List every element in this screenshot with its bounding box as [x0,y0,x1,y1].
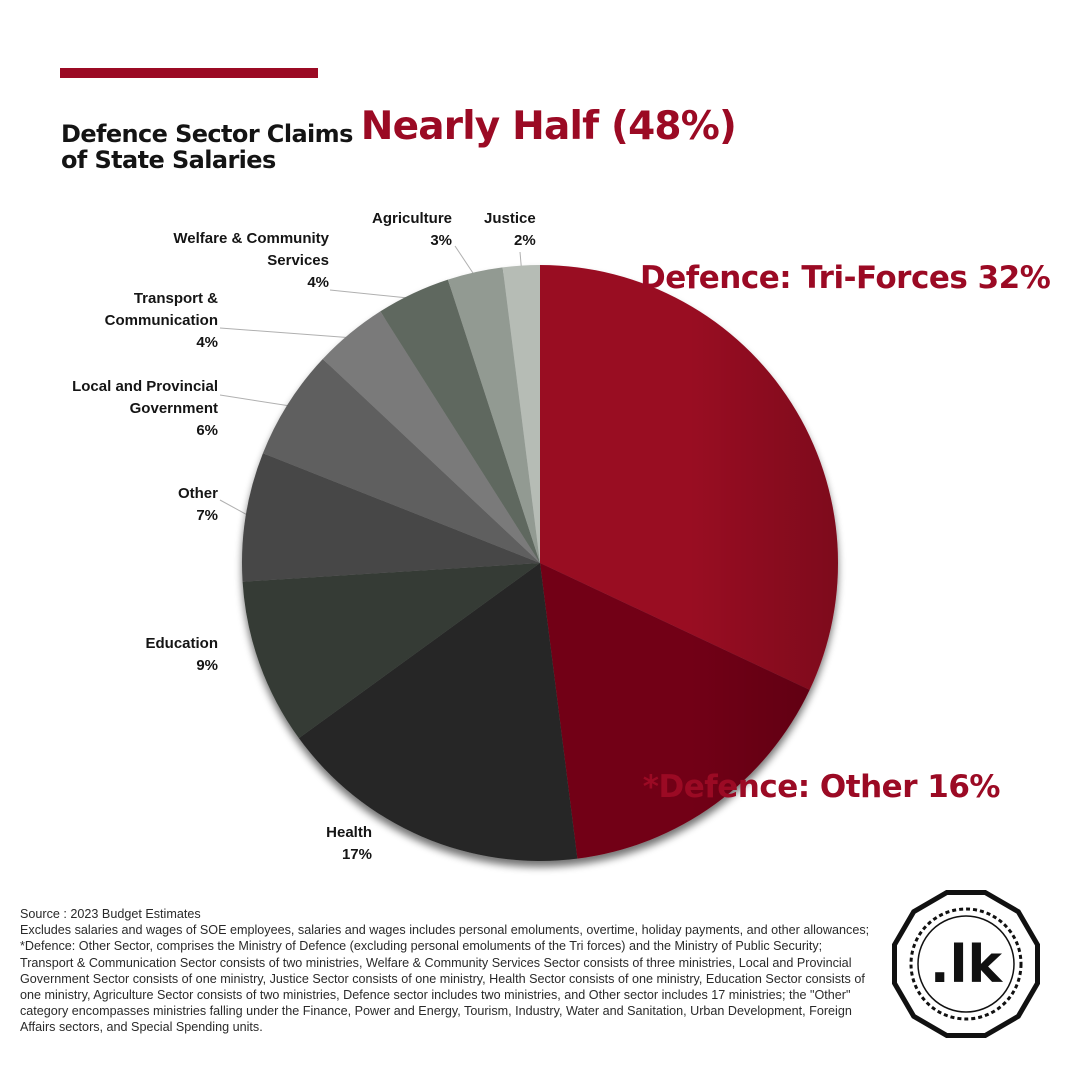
label-local-name-1: Local and Provincial [72,378,218,395]
page-title: Defence Sector Claims Nearly Half (48%) … [61,104,961,174]
lk-badge-icon: .lk [892,890,1040,1038]
logo-inner-ring [917,915,1015,1013]
logo-text: .lk [930,935,1004,995]
label-other-value: 7% [196,507,218,524]
label-local-name-2: Government [129,400,218,417]
label-local-government: Local and Provincial Government 6% [30,376,218,442]
label-transport-name-2: Communication [104,312,218,329]
leader-line-6 [219,327,354,339]
title-highlight: Nearly Half (48%) [360,104,737,149]
label-welfare-value: 4% [307,274,329,291]
label-education-name: Education [145,635,218,652]
label-other-name: Other [177,485,218,502]
label-agriculture-value: 3% [430,232,452,249]
label-education: Education 9% [100,633,218,677]
label-other: Other 7% [120,483,218,527]
label-triforces-value: 32% [977,260,1051,296]
title-line2: of State Salaries [61,146,276,174]
label-local-value: 6% [196,422,218,439]
label-health-name: Health [326,824,372,841]
label-welfare-name-1: Welfare & Community [173,230,329,247]
label-justice-name: Justice [484,210,536,227]
label-transport-name-1: Transport & [133,290,218,307]
label-transport: Transport & Communication 4% [60,288,218,354]
logo-decorative-ring [909,907,1023,1021]
label-justice: Justice 2% [484,208,536,252]
accent-bar [60,68,318,78]
label-agriculture-name: Agriculture [371,210,452,227]
label-health-value: 17% [341,846,372,863]
leader-line-7 [329,289,416,300]
label-welfare-name-2: Services [267,252,329,269]
source-note: Source : 2023 Budget Estimates [20,907,201,921]
label-defence-other-value: 16% [927,769,1000,805]
label-health: Health 17% [280,822,372,866]
label-agriculture: Agriculture 3% [367,208,452,252]
leader-line-5 [219,394,294,407]
title-part1: Defence Sector Claims [61,120,353,148]
label-defence-other-name: *Defence: Other [642,769,918,805]
label-education-value: 9% [196,657,218,674]
label-justice-value: 2% [514,232,536,249]
label-defence-other: *Defence: Other 16% [640,765,1001,810]
logo-badge-outline [892,890,1040,1038]
label-transport-value: 4% [196,334,218,351]
footer-notes: Source : 2023 Budget Estimates Excludes … [20,906,870,1036]
methodology-note: Excludes salaries and wages of SOE emplo… [20,923,870,1035]
label-triforces-name: Defence: Tri-Forces [640,260,968,296]
label-welfare: Welfare & Community Services 4% [140,228,329,294]
label-defence-triforces: Defence: Tri-Forces 32% [640,256,1051,301]
